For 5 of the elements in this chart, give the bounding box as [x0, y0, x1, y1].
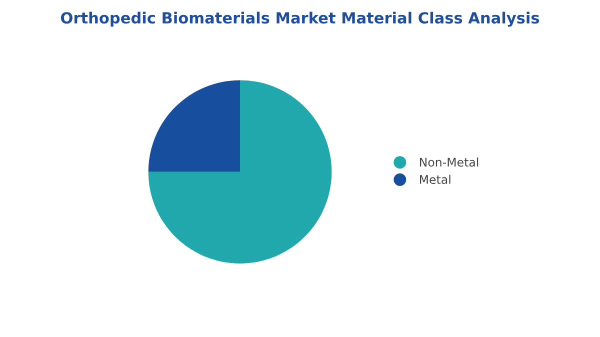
legend-label: Non-Metal: [420, 157, 478, 167]
pie-slice: [148, 80, 240, 172]
legend-label: Metal: [420, 174, 450, 184]
pie-slice: [148, 80, 332, 264]
chart-title: Orthopedic Biomaterials Market Material Class Analysis: [60, 12, 540, 27]
